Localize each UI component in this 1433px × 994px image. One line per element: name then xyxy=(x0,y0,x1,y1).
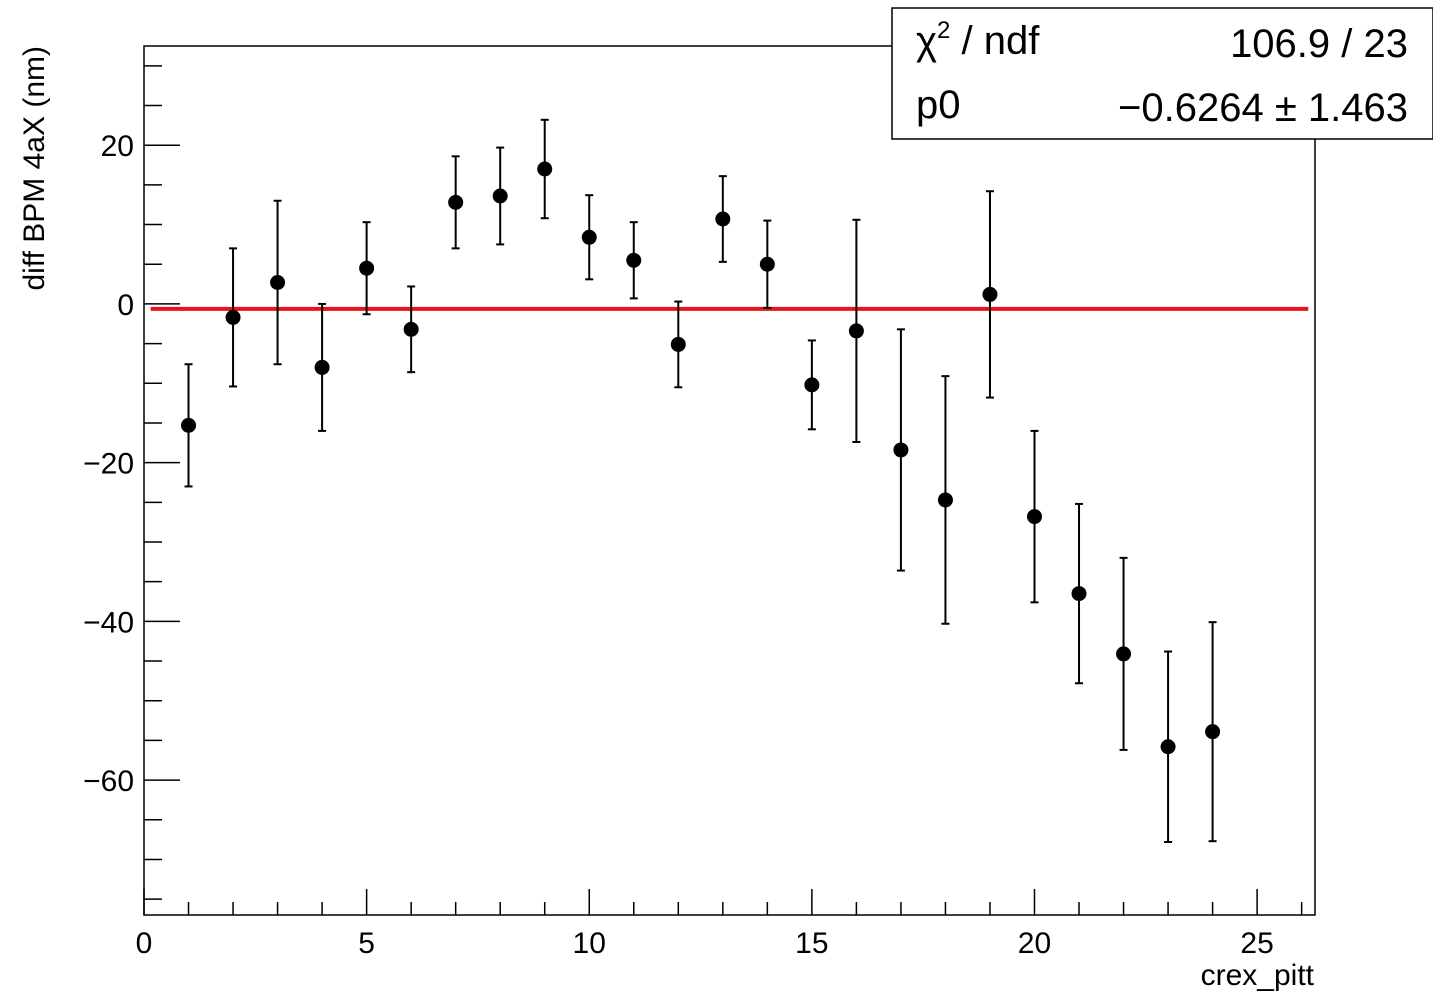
x-tick-label: 10 xyxy=(573,927,606,960)
y-axis-label: diff BPM 4aX (nm) xyxy=(18,46,51,291)
stats-box: χ2 / ndf 106.9 / 23 p0 −0.6264 ± 1.463 xyxy=(891,7,1433,140)
data-marker xyxy=(715,211,731,227)
plot-frame xyxy=(143,45,1316,916)
data-marker xyxy=(537,161,553,177)
data-point xyxy=(1205,621,1221,843)
data-point xyxy=(1116,556,1132,751)
data-marker xyxy=(1205,724,1221,740)
data-marker xyxy=(359,260,375,276)
data-point xyxy=(314,302,330,432)
data-point xyxy=(1026,429,1042,604)
y-tick-label: −20 xyxy=(83,448,134,481)
x-tick-label: 5 xyxy=(358,927,375,960)
stats-chi2-label: χ2 / ndf xyxy=(916,17,1040,63)
data-point xyxy=(893,328,909,572)
data-marker xyxy=(181,417,197,433)
x-axis-label: crex_pitt xyxy=(1201,959,1315,992)
data-point xyxy=(848,218,864,444)
data-marker xyxy=(982,286,998,302)
data-marker xyxy=(581,229,597,245)
data-marker xyxy=(1116,646,1132,662)
data-point xyxy=(715,175,731,263)
y-axis: 20 0 −20 −40 −60 xyxy=(83,65,180,900)
data-marker xyxy=(403,321,419,337)
stats-chi-rest: / ndf xyxy=(950,19,1040,63)
stats-box-frame xyxy=(891,7,1433,140)
y-tick-label: −40 xyxy=(83,606,134,639)
data-marker xyxy=(1026,509,1042,525)
data-marker xyxy=(804,377,820,393)
data-point xyxy=(937,375,953,625)
stats-chi2-value: 106.9 / 23 xyxy=(1230,22,1408,66)
stats-chi-symbol: χ xyxy=(916,19,937,63)
data-marker xyxy=(1160,739,1176,755)
data-points xyxy=(181,118,1221,843)
data-point xyxy=(1071,502,1087,685)
data-marker xyxy=(492,188,508,204)
data-marker xyxy=(225,309,241,325)
data-point xyxy=(403,285,419,374)
x-tick-label: 25 xyxy=(1240,927,1273,960)
data-point xyxy=(492,146,508,246)
data-marker xyxy=(314,359,330,375)
data-marker xyxy=(848,323,864,339)
x-tick-label: 0 xyxy=(136,927,153,960)
data-marker xyxy=(448,194,464,210)
data-marker xyxy=(759,256,775,272)
data-point xyxy=(670,300,686,389)
data-marker xyxy=(893,442,909,458)
data-point xyxy=(270,199,286,366)
y-tick-label: 0 xyxy=(117,289,134,322)
data-point xyxy=(1160,650,1176,843)
data-point xyxy=(181,363,197,488)
data-point xyxy=(804,339,820,431)
x-tick-label: 20 xyxy=(1018,927,1051,960)
data-marker xyxy=(1071,586,1087,602)
data-marker xyxy=(626,252,642,268)
data-point xyxy=(537,118,553,220)
data-marker xyxy=(937,492,953,508)
stats-p0-value: −0.6264 ± 1.463 xyxy=(1118,86,1408,130)
data-point xyxy=(225,247,241,388)
y-tick-label: −60 xyxy=(83,765,134,798)
data-point xyxy=(448,155,464,250)
data-point xyxy=(759,219,775,309)
data-point xyxy=(626,221,642,300)
x-tick-label: 15 xyxy=(795,927,828,960)
stats-chi-superscript: 2 xyxy=(937,17,950,44)
data-point xyxy=(982,190,998,399)
stats-p0-label: p0 xyxy=(916,83,961,127)
data-marker xyxy=(270,274,286,290)
data-point xyxy=(581,194,597,281)
y-tick-label: 20 xyxy=(101,130,134,163)
data-marker xyxy=(670,336,686,352)
x-axis: 0 5 10 15 20 25 xyxy=(136,889,1303,960)
data-point xyxy=(359,221,375,316)
